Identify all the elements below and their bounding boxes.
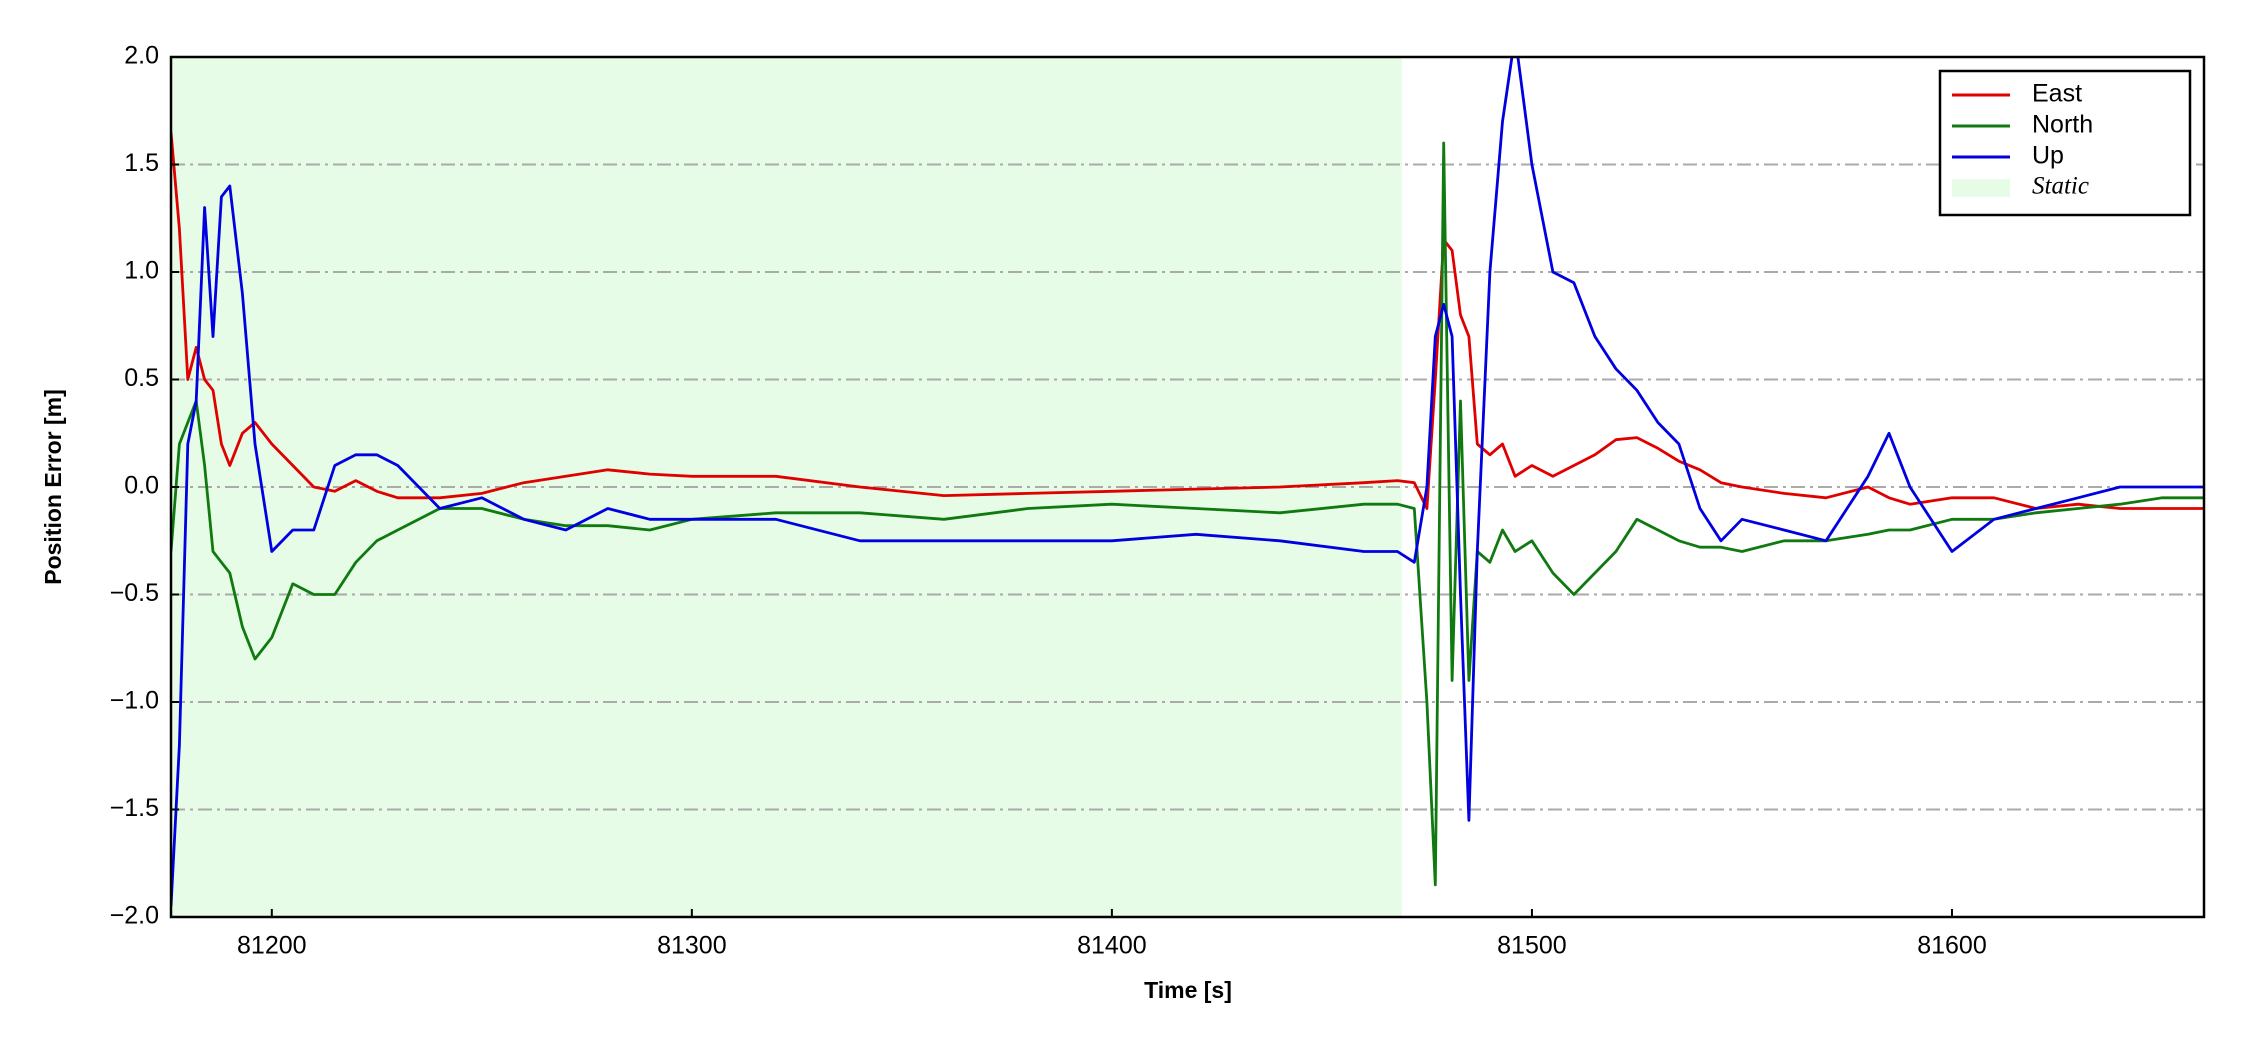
x-tick-label: 81400 — [1077, 932, 1147, 960]
y-tick-label: 1.5 — [124, 149, 159, 177]
plot-area — [171, 57, 2204, 917]
y-tick-label: −1.0 — [110, 687, 159, 715]
x-tick-label: 81600 — [1917, 932, 1987, 960]
y-tick-label: 0.5 — [124, 364, 159, 392]
legend-label: North — [2032, 111, 2093, 139]
y-tick-label: −1.5 — [110, 794, 159, 822]
y-axis-title: Position Error [m] — [40, 389, 66, 585]
y-tick-label: 1.0 — [124, 257, 159, 285]
x-axis-title: Time [s] — [1144, 977, 1232, 1003]
legend-label: Static — [2032, 173, 2089, 200]
legend: East North Up Static — [1938, 69, 2192, 217]
legend-label: Up — [2032, 142, 2064, 170]
x-tick-label: 81500 — [1497, 932, 1567, 960]
series-line — [171, 57, 2204, 907]
y-tick-label: −0.5 — [110, 579, 159, 607]
x-tick-label: 81200 — [237, 932, 307, 960]
y-tick-label: −2.0 — [110, 902, 159, 930]
series-line — [171, 141, 2204, 887]
legend-swatch — [1952, 179, 2010, 197]
series-line — [171, 132, 2204, 510]
y-tick-label: 2.0 — [124, 42, 159, 70]
x-tick-label: 81300 — [657, 932, 727, 960]
legend-label: East — [2032, 80, 2082, 108]
y-tick-label: 0.0 — [124, 472, 159, 500]
